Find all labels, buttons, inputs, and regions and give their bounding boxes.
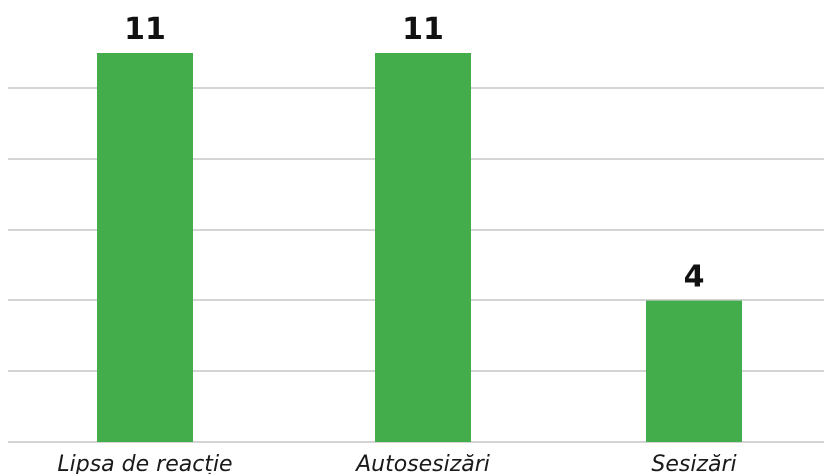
category-labels: Lipsa de reacție Autosesizări Sesizări xyxy=(57,452,736,474)
data-label: 11 xyxy=(124,12,166,47)
bar xyxy=(375,53,471,442)
category-label: Autosesizări xyxy=(354,452,490,474)
category-label: Sesizări xyxy=(651,452,736,474)
bar xyxy=(646,300,742,442)
data-labels: 11 11 4 xyxy=(124,12,704,295)
bar xyxy=(97,53,193,442)
data-label: 4 xyxy=(684,260,705,295)
category-label: Lipsa de reacție xyxy=(57,452,232,474)
bars xyxy=(97,53,742,442)
data-label: 11 xyxy=(402,12,444,47)
